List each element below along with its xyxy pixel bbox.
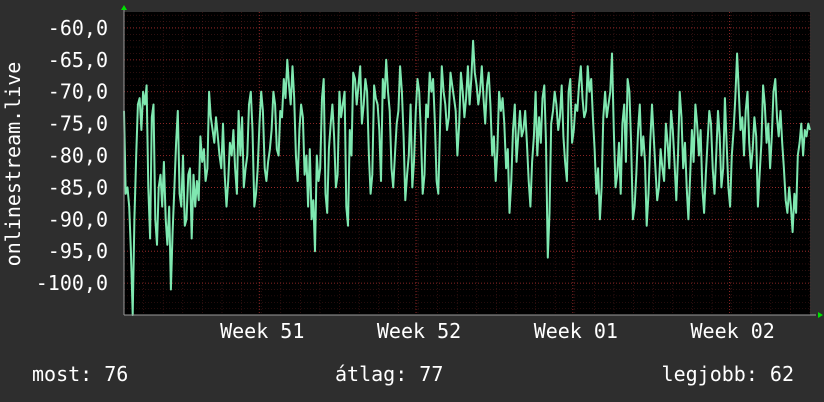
x-axis-arrow [818,312,823,318]
x-tick-label: Week 01 [534,319,618,343]
series-layer [123,39,811,316]
stat-current: most: 76 [32,362,129,386]
y-tick-label: -95,0 [48,239,108,263]
y-tick-label: -90,0 [48,207,108,231]
y-tick-label: -60,0 [48,16,108,40]
y-tick-label: -65,0 [48,48,108,72]
y-tick-label: -100,0 [36,271,108,295]
y-axis-arrow [121,5,127,10]
y-tick-label: -85,0 [48,175,108,199]
stat-average: átlag: 77 [335,362,444,386]
series-line [123,39,811,316]
x-tick-label: Week 51 [220,319,304,343]
x-tick-label: Week 02 [690,319,774,343]
y-tick-label: -75,0 [48,112,108,136]
y-axis-label: onlinestream.live [1,62,25,267]
stat-best: legjobb: 62 [661,362,794,386]
x-tick-label: Week 52 [377,319,461,343]
y-tick-label: -70,0 [48,80,108,104]
major-grid [124,12,810,315]
y-tick-labels: -60,0 -65,0 -70,0 -75,0 -80,0 -85,0 -90,0 -95,0… [36,16,108,295]
x-tick-labels: Week 51 Week 52 Week 01 Week 02 [220,319,775,343]
line-chart: -60,0 -65,0 -70,0 -75,0 -80,0 -85,0 -90,0 -95,0… [1,5,823,343]
y-tick-label: -80,0 [48,144,108,168]
axes [121,5,823,318]
